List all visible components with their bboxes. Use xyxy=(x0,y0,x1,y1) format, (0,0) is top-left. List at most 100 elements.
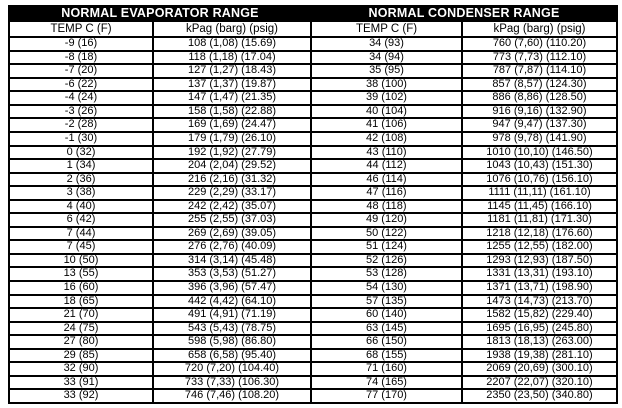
evap-temp-cell: -7 (20) xyxy=(8,63,154,79)
cond-temp-cell: 35 (95) xyxy=(310,63,463,79)
cond-pressure-cell: 2350 (23,50) (340.80) xyxy=(461,388,618,404)
evap-pressure-cell: 216 (2,16) (31.32) xyxy=(152,171,312,188)
evap-temp-cell: 13 (55) xyxy=(8,266,154,282)
evap-temp-cell: -1 (30) xyxy=(8,130,154,147)
table-row: 10 (50) 314 (3,14) (45.48) 52 (126) 1293 (1… xyxy=(8,252,618,269)
evap-pressure-cell: 733 (7,33) (106.30) xyxy=(152,374,312,391)
evap-pressure-cell: 491 (4,91) (71.19) xyxy=(152,307,312,323)
cond-temp-cell: 57 (135) xyxy=(310,293,463,310)
cond-temp-cell: 40 (104) xyxy=(310,103,463,120)
cond-temp-cell: 39 (102) xyxy=(310,90,463,106)
cond-pressure-cell: 1255 (12,55) (182.00) xyxy=(461,239,618,255)
table-row: -4 (24) 147 (1,47) (21.35) 39 (102) 886 (8,… xyxy=(8,90,618,106)
cond-pressure-cell: 2207 (22,07) (320.10) xyxy=(461,374,618,391)
evap-pressure-cell: 127 (1,27) (18.43) xyxy=(152,63,312,79)
table-row: 7 (44) 269 (2,69) (39.05) 50 (122) 1218 (12… xyxy=(8,225,618,242)
cond-temp-cell: 77 (170) xyxy=(310,388,463,404)
table-row: -9 (16) 108 (1,08) (15.69) 34 (93) 760 (7,6… xyxy=(8,36,618,52)
cond-pressure-cell: 1218 (12,18) (176.60) xyxy=(461,225,618,242)
evap-temp-cell: 24 (75) xyxy=(8,320,154,337)
table-row: 32 (90) 720 (7,20) (104.40) 71 (160) 2069 (… xyxy=(8,361,618,377)
evap-pressure-cell: 396 (3,96) (57.47) xyxy=(152,280,312,296)
evap-temp-cell: -3 (26) xyxy=(8,103,154,120)
cond-temp-cell: 42 (108) xyxy=(310,130,463,147)
table-row: 4 (40) 242 (2,42) (35.07) 48 (118) 1145 (11… xyxy=(8,198,618,215)
evap-temp-cell: 32 (90) xyxy=(8,361,154,377)
evap-temp-cell: 10 (50) xyxy=(8,252,154,269)
table-row: -6 (22) 137 (1,37) (19.87) 38 (100) 857 (8,… xyxy=(8,76,618,93)
evap-temp-cell: 27 (80) xyxy=(8,334,154,350)
cond-temp-cell: 34 (93) xyxy=(310,36,463,52)
evap-pressure-cell: 179 (1,79) (26.10) xyxy=(152,130,312,147)
evap-temp-cell: 18 (65) xyxy=(8,293,154,310)
evap-pressure-cell: 658 (6,58) (95.40) xyxy=(152,347,312,364)
cond-temp-cell: 46 (114) xyxy=(310,171,463,188)
table-row: 7 (45) 276 (2,76) (40.09) 51 (124) 1255 (12… xyxy=(8,239,618,255)
table-row: 33 (92) 746 (7,46) (108.20) 77 (170) 2350 (… xyxy=(8,388,618,404)
table-body: -9 (16) 108 (1,08) (15.69) 34 (93) 760 (7,6… xyxy=(8,36,618,404)
evap-temp-cell: -4 (24) xyxy=(8,90,154,106)
evap-temp-cell: 16 (60) xyxy=(8,280,154,296)
evap-temp-column-header: TEMP C (F) xyxy=(8,20,154,39)
table-row: 27 (80) 598 (5,98) (86.80) 66 (150) 1813 (1… xyxy=(8,334,618,350)
evap-pressure-cell: 276 (2,76) (40.09) xyxy=(152,239,312,255)
evap-temp-cell: 3 (38) xyxy=(8,185,154,201)
cond-temp-column-header: TEMP C (F) xyxy=(310,20,463,39)
cond-temp-cell: 41 (106) xyxy=(310,117,463,133)
cond-pressure-cell: 1473 (14,73) (213.70) xyxy=(461,293,618,310)
cond-temp-cell: 34 (94) xyxy=(310,49,463,66)
evap-pressure-cell: 192 (1,92) (27.79) xyxy=(152,144,312,161)
evap-pressure-cell: 255 (2,55) (37.03) xyxy=(152,212,312,228)
evap-pressure-cell: 118 (1,18) (17.04) xyxy=(152,49,312,66)
cond-temp-cell: 47 (116) xyxy=(310,185,463,201)
evap-pressure-cell: 169 (1,69) (24.47) xyxy=(152,117,312,133)
cond-temp-cell: 66 (150) xyxy=(310,334,463,350)
evap-temp-cell: 2 (36) xyxy=(8,171,154,188)
table-row: 16 (60) 396 (3,96) (57.47) 54 (130) 1371 (1… xyxy=(8,280,618,296)
evap-pressure-cell: 137 (1,37) (19.87) xyxy=(152,76,312,93)
evap-pressure-cell: 353 (3,53) (51.27) xyxy=(152,266,312,282)
evap-pressure-cell: 314 (3,14) (45.48) xyxy=(152,252,312,269)
cond-temp-cell: 74 (165) xyxy=(310,374,463,391)
column-header-row: TEMP C (F) kPag (barg) (psig) TEMP C (F)… xyxy=(8,20,618,39)
evap-pressure-cell: 158 (1,58) (22.88) xyxy=(152,103,312,120)
evap-pressure-cell: 204 (2,04) (29.52) xyxy=(152,158,312,174)
table-row: 13 (55) 353 (3,53) (51.27) 53 (128) 1331 (1… xyxy=(8,266,618,282)
evap-pressure-cell: 720 (7,20) (104.40) xyxy=(152,361,312,377)
evap-temp-cell: 21 (70) xyxy=(8,307,154,323)
cond-pressure-cell: 1331 (13,31) (193.10) xyxy=(461,266,618,282)
table-row: 2 (36) 216 (2,16) (31.32) 46 (114) 1076 (10… xyxy=(8,171,618,188)
cond-temp-cell: 63 (145) xyxy=(310,320,463,337)
evap-pressure-cell: 229 (2,29) (33.17) xyxy=(152,185,312,201)
cond-temp-cell: 48 (118) xyxy=(310,198,463,215)
evap-temp-cell: 29 (85) xyxy=(8,347,154,364)
cond-pressure-cell: 2069 (20,69) (300.10) xyxy=(461,361,618,377)
cond-pressure-cell: 1695 (16,95) (245.80) xyxy=(461,320,618,337)
cond-pressure-column-header: kPag (barg) (psig) xyxy=(461,20,618,39)
table-row: -3 (26) 158 (1,58) (22.88) 40 (104) 916 (9,… xyxy=(8,103,618,120)
condenser-range-title: NORMAL CONDENSER RANGE xyxy=(310,4,618,23)
table-row: 29 (85) 658 (6,58) (95.40) 68 (155) 1938 (1… xyxy=(8,347,618,364)
cond-pressure-cell: 947 (9,47) (137.30) xyxy=(461,117,618,133)
evap-pressure-cell: 242 (2,42) (35.07) xyxy=(152,198,312,215)
cond-temp-cell: 71 (160) xyxy=(310,361,463,377)
cond-temp-cell: 50 (122) xyxy=(310,225,463,242)
evap-pressure-cell: 147 (1,47) (21.35) xyxy=(152,90,312,106)
cond-pressure-cell: 760 (7,60) (110.20) xyxy=(461,36,618,52)
table-row: 0 (32) 192 (1,92) (27.79) 43 (110) 1010 (10… xyxy=(8,144,618,161)
evap-temp-cell: 4 (40) xyxy=(8,198,154,215)
table-row: 18 (65) 442 (4,42) (64.10) 57 (135) 1473 (1… xyxy=(8,293,618,310)
cond-temp-cell: 52 (126) xyxy=(310,252,463,269)
table-row: -8 (18) 118 (1,18) (17.04) 34 (94) 773 (7,7… xyxy=(8,49,618,66)
evap-temp-cell: 7 (45) xyxy=(8,239,154,255)
evap-pressure-cell: 543 (5,43) (78.75) xyxy=(152,320,312,337)
cond-temp-cell: 49 (120) xyxy=(310,212,463,228)
cond-pressure-cell: 773 (7,73) (112.10) xyxy=(461,49,618,66)
cond-temp-cell: 53 (128) xyxy=(310,266,463,282)
cond-pressure-cell: 1582 (15,82) (229.40) xyxy=(461,307,618,323)
table-row: -2 (28) 169 (1,69) (24.47) 41 (106) 947 (9,… xyxy=(8,117,618,133)
table-row: 21 (70) 491 (4,91) (71.19) 60 (140) 1582 (1… xyxy=(8,307,618,323)
cond-pressure-cell: 1938 (19,38) (281.10) xyxy=(461,347,618,364)
cond-pressure-cell: 916 (9,16) (132.90) xyxy=(461,103,618,120)
evap-temp-cell: -9 (16) xyxy=(8,36,154,52)
